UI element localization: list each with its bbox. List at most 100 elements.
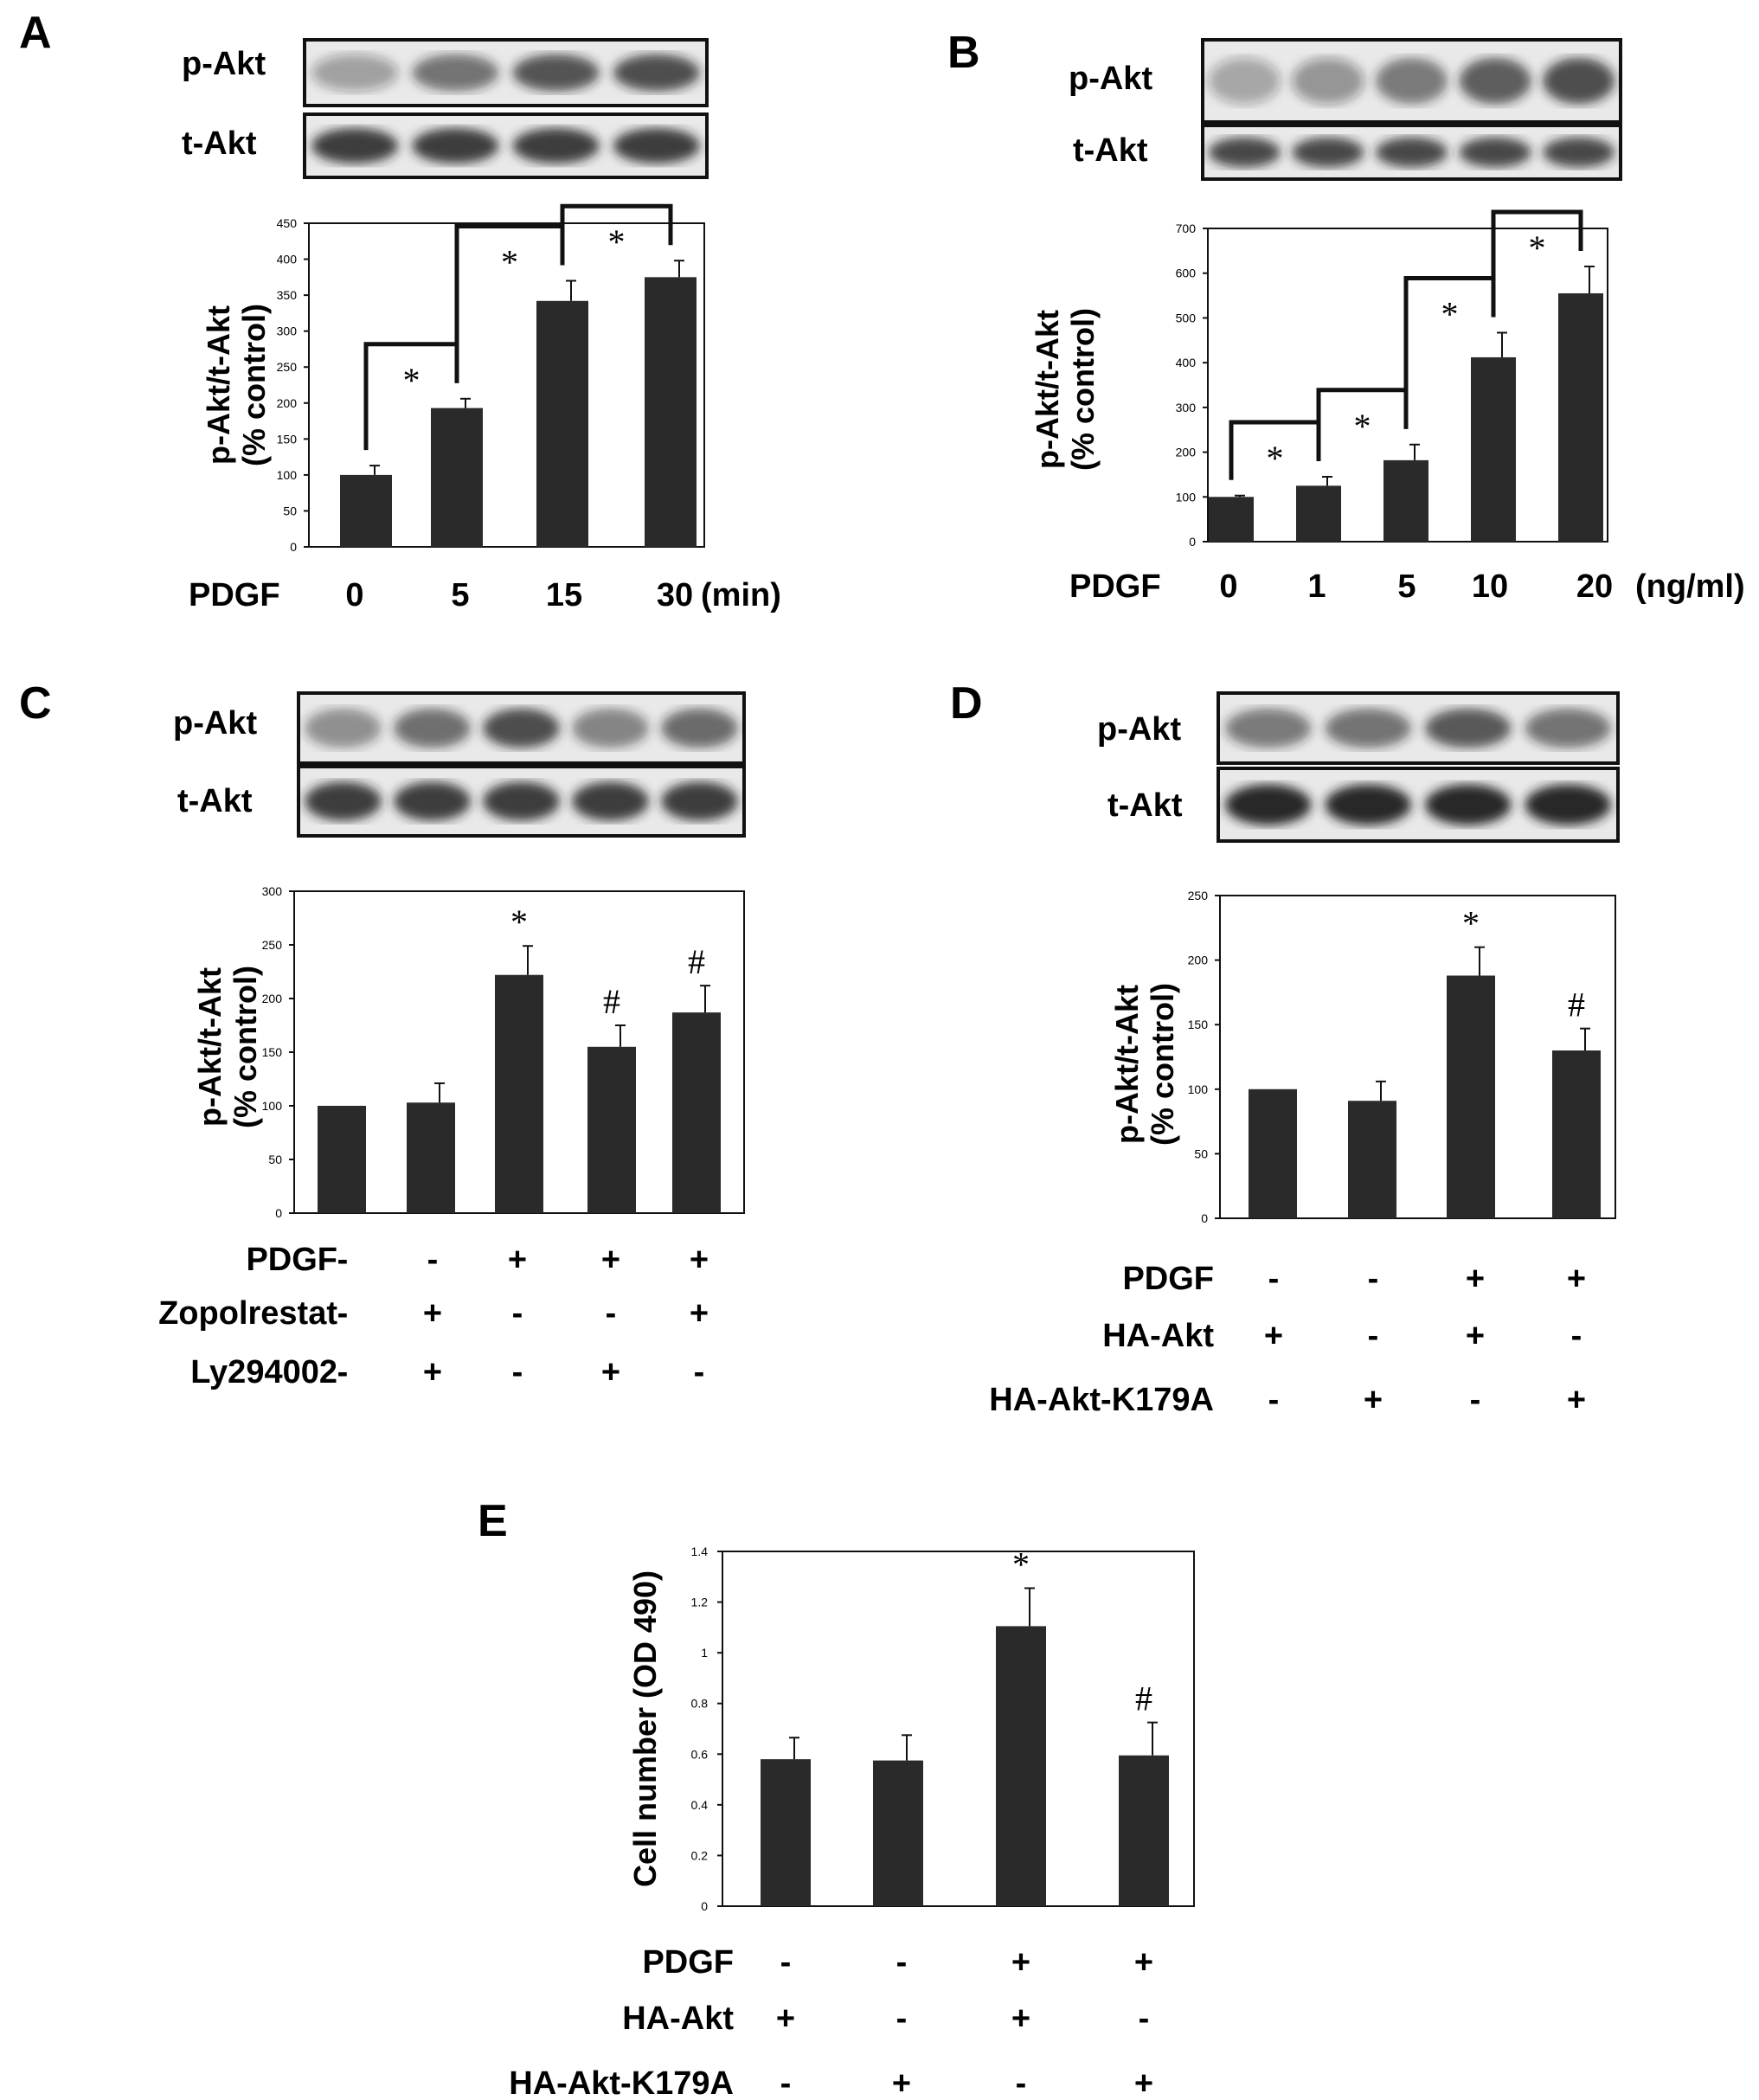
condition-label: HA-Akt xyxy=(622,2000,734,2037)
condition-sign: + xyxy=(1567,1261,1586,1297)
condition-label: PDGF xyxy=(246,1242,337,1278)
condition-sign: + xyxy=(1364,1382,1383,1418)
blot-t-akt-band xyxy=(512,128,600,164)
significance-bracket xyxy=(1491,209,1583,318)
blot-p-akt-band xyxy=(1375,57,1448,105)
blot-label-t-akt: t-Akt xyxy=(1107,787,1183,824)
significance-star: * xyxy=(1267,439,1284,478)
bar xyxy=(645,277,697,547)
blot-t-akt-band xyxy=(572,781,649,821)
condition-sign: + xyxy=(892,2065,911,2100)
condition-sign: - xyxy=(896,1944,908,1981)
bar xyxy=(1249,1089,1297,1218)
blot-t-akt-band xyxy=(1325,784,1411,825)
y-tick-label: 100 xyxy=(1176,490,1197,504)
condition-sign: + xyxy=(423,1354,442,1390)
bar xyxy=(1552,1050,1601,1218)
blot-p-akt-band xyxy=(1425,708,1512,748)
bar xyxy=(431,408,483,547)
panel-letter: A xyxy=(19,8,52,58)
category-label: 0 xyxy=(1219,568,1237,605)
y-tick-label: 1 xyxy=(701,1646,708,1660)
panel-letter: C xyxy=(19,678,52,729)
y-tick-label: 0 xyxy=(701,1899,708,1913)
category-label: 15 xyxy=(546,577,582,613)
y-axis-label: p-Akt/t-Akt(% control) xyxy=(1109,983,1180,1146)
y-axis-label: Cell number (OD 490) xyxy=(627,1570,663,1887)
condition-sign: - xyxy=(1268,1382,1280,1418)
y-tick-label: 150 xyxy=(277,432,298,446)
significance-star: * xyxy=(501,242,518,281)
significance-hash: # xyxy=(603,982,620,1021)
condition-sign: + xyxy=(508,1242,527,1278)
blot-label-p-akt: p-Akt xyxy=(1069,61,1152,97)
treatment-label: PDGF xyxy=(189,577,280,613)
plot-frame xyxy=(722,1551,1195,1907)
significance-star: * xyxy=(1462,904,1480,943)
condition-sign: + xyxy=(1567,1382,1586,1418)
y-tick-label: 300 xyxy=(1176,401,1197,414)
blot-t-akt-band xyxy=(305,781,382,821)
y-tick-label: 600 xyxy=(1176,267,1197,280)
panel-letter: E xyxy=(478,1496,508,1546)
y-tick-label: 0 xyxy=(1189,535,1196,549)
panel-a: Ap-Aktt-Akt050100150200250300350400450p-… xyxy=(19,8,781,613)
plot-frame xyxy=(308,222,705,548)
y-tick-label: 200 xyxy=(1188,954,1209,967)
condition-sign: - xyxy=(512,1295,523,1332)
y-tick-label: 200 xyxy=(262,992,283,1005)
y-tick-label: 50 xyxy=(1194,1146,1208,1160)
condition-sign: + xyxy=(690,1295,709,1332)
condition-sign: - xyxy=(1139,2000,1150,2037)
bar xyxy=(495,974,543,1213)
y-tick-label: 100 xyxy=(1188,1082,1209,1096)
blot-t-akt-band xyxy=(1543,137,1615,168)
condition-sign: + xyxy=(1466,1318,1485,1354)
condition-label: Zopolrestat xyxy=(158,1295,337,1332)
significance-star: * xyxy=(1012,1544,1030,1583)
condition-sign: + xyxy=(776,2000,795,2037)
panel-letter: D xyxy=(950,678,983,729)
condition-label: HA-Akt-K179A xyxy=(509,2065,734,2100)
significance-star: * xyxy=(608,222,626,261)
y-tick-label: 100 xyxy=(277,468,298,482)
blot-p-akt-band xyxy=(661,708,738,748)
bar xyxy=(407,1102,455,1213)
bar xyxy=(318,1106,366,1213)
panel-e: E 0 0.2 0.4 0.6 0.8 1 1.2 1.4 Cell number (OD 490… xyxy=(478,1496,1195,2100)
y-tick-label: 150 xyxy=(1188,1018,1209,1031)
blot-p-akt-band xyxy=(483,708,560,748)
blot-p-akt xyxy=(303,38,709,107)
y-axis-label: p-Akt/t-Akt(% control) xyxy=(192,966,263,1128)
treatment-label: PDGF xyxy=(1069,568,1161,605)
blot-p-akt-band xyxy=(311,54,399,92)
y-tick-label: 250 xyxy=(262,938,283,952)
y-tick-label: 200 xyxy=(1176,446,1197,459)
category-label: 5 xyxy=(1397,568,1416,605)
y-tick-label: 700 xyxy=(1176,222,1197,235)
y-tick-label: 0 xyxy=(290,540,297,554)
unit-label: (min) xyxy=(701,577,781,613)
blot-t-akt xyxy=(297,765,746,838)
bar xyxy=(672,1012,721,1213)
condition-sign: + xyxy=(1134,1944,1153,1981)
y-tick-label: 300 xyxy=(262,884,283,898)
condition-sign: - xyxy=(1368,1318,1379,1354)
significance-hash: # xyxy=(1135,1679,1152,1718)
bar xyxy=(1296,485,1341,542)
condition-sign: - xyxy=(1268,1261,1280,1297)
blot-t-akt-band xyxy=(1375,137,1448,168)
condition-label: HA-Akt-K179A xyxy=(989,1382,1214,1418)
blot-t-akt xyxy=(1217,767,1620,843)
y-tick-label: 1.2 xyxy=(691,1596,709,1609)
y-tick-label: 1.4 xyxy=(691,1544,709,1558)
condition-sign: + xyxy=(1466,1261,1485,1297)
blot-p-akt-band xyxy=(305,708,382,748)
blot-label-t-akt: t-Akt xyxy=(177,783,253,819)
y-axis-label: p-Akt/t-Akt(% control) xyxy=(1030,308,1101,471)
category-label: 30 xyxy=(657,577,693,613)
y-tick-label: 300 xyxy=(277,324,298,338)
blot-t-akt-band xyxy=(1525,784,1611,825)
y-tick-label: 100 xyxy=(262,1099,283,1113)
